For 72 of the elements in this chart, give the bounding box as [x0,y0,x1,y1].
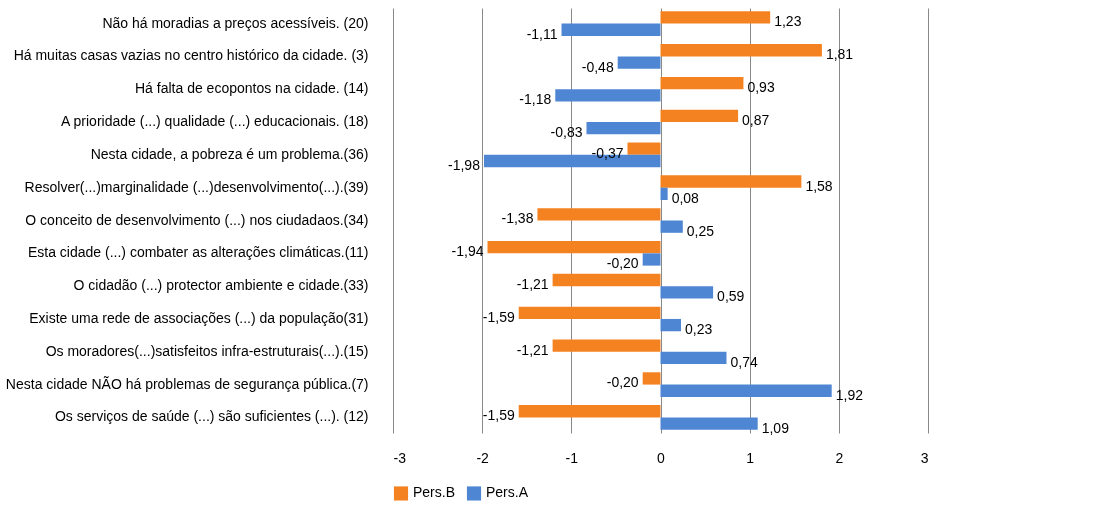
data-label: 0,93 [747,79,775,96]
data-label: 0,08 [671,189,700,206]
data-label: -1,21 [516,341,549,358]
legend-label: Pers.A [486,484,529,501]
bar [561,23,661,36]
x-tick-label: -2 [476,449,490,466]
data-label: -0,20 [606,255,639,272]
x-tick-label: -3 [393,449,407,466]
data-label: 1,81 [825,46,854,63]
data-label: -1,59 [482,308,515,325]
data-label: 0,87 [742,111,770,128]
data-label: -0,20 [606,374,639,391]
bar [487,241,661,254]
bar [660,187,668,200]
data-label: -1,21 [516,275,549,292]
x-tick-label: 0 [657,449,666,466]
x-tick-label: 2 [835,449,844,466]
bar [537,208,661,221]
bar [660,11,771,24]
y-tick-label: Não há moradias a preços acessíveis. (20) [102,14,369,31]
x-tick-label: 1 [746,449,755,466]
bar [518,306,661,319]
y-tick-label: Resolver(...)marginalidade (...)desenvolvimento(...).(39) [24,178,369,195]
bar [660,351,727,365]
data-label: 1,09 [761,419,790,436]
bar [660,417,758,430]
bar [586,122,661,135]
data-label: 0,23 [685,321,713,338]
data-label: -1,59 [482,407,515,424]
data-label: -1,11 [526,25,558,42]
bar [518,405,661,418]
y-tick-label: Nesta cidade, a pobreza é um problema.(36) [90,145,369,162]
y-tick-label: Esta cidade (...) combater as alterações climáticas.(11) [27,244,369,261]
y-tick-label: Existe uma rede de associações (...) da população(31) [29,309,369,326]
bar [552,273,661,287]
bar [660,220,683,233]
data-label: 0,25 [686,222,715,239]
bar [660,175,802,188]
y-tick-label: O conceito de desenvolvimento (...) nos ciudadaos.(34) [25,211,369,228]
data-label: 0,59 [717,288,745,305]
data-label: -0,48 [581,58,614,75]
data-label: -0,83 [550,124,583,141]
data-label: 1,92 [835,386,864,403]
data-label: -1,18 [519,91,552,108]
bar [660,384,832,397]
y-tick-label: Os serviços de saúde (...) são suficientes (...). (12) [54,408,369,425]
y-tick-label: O cidadão (...) protector ambiente e cidade.(33) [73,277,369,294]
data-label: -1,98 [448,157,481,174]
bar [552,339,661,352]
y-tick-label: A prioridade (...) qualidade (...) educacionais. (18) [61,113,369,130]
bar [660,44,822,57]
x-tick-label: 3 [920,449,929,466]
y-tick-label: Há falta de ecopontos na cidade. (14) [135,80,369,97]
y-tick-label: Os moradores(...)satisfeitos infra-estruturais(...).(15) [45,342,369,359]
y-tick-label: Há muitas casas vazias no centro histórico da cidade. (3) [13,47,369,64]
legend-label: Pers.B [413,484,456,501]
data-label: 0,74 [730,353,758,370]
y-tick-label: Nesta cidade NÃO há problemas de segurança pública.(7) [5,375,369,392]
bar [642,253,661,266]
bar [660,76,744,90]
x-tick-label: -1 [565,449,579,466]
bar [660,109,739,123]
bar [555,89,661,102]
bar [642,372,661,385]
bar [627,142,661,155]
data-label: 1,23 [774,13,802,30]
bar [660,318,682,332]
bar [617,56,661,69]
data-label: -1,38 [501,210,534,227]
data-label: 1,58 [805,177,833,194]
data-label: -1,94 [451,243,484,260]
bar [660,286,714,299]
